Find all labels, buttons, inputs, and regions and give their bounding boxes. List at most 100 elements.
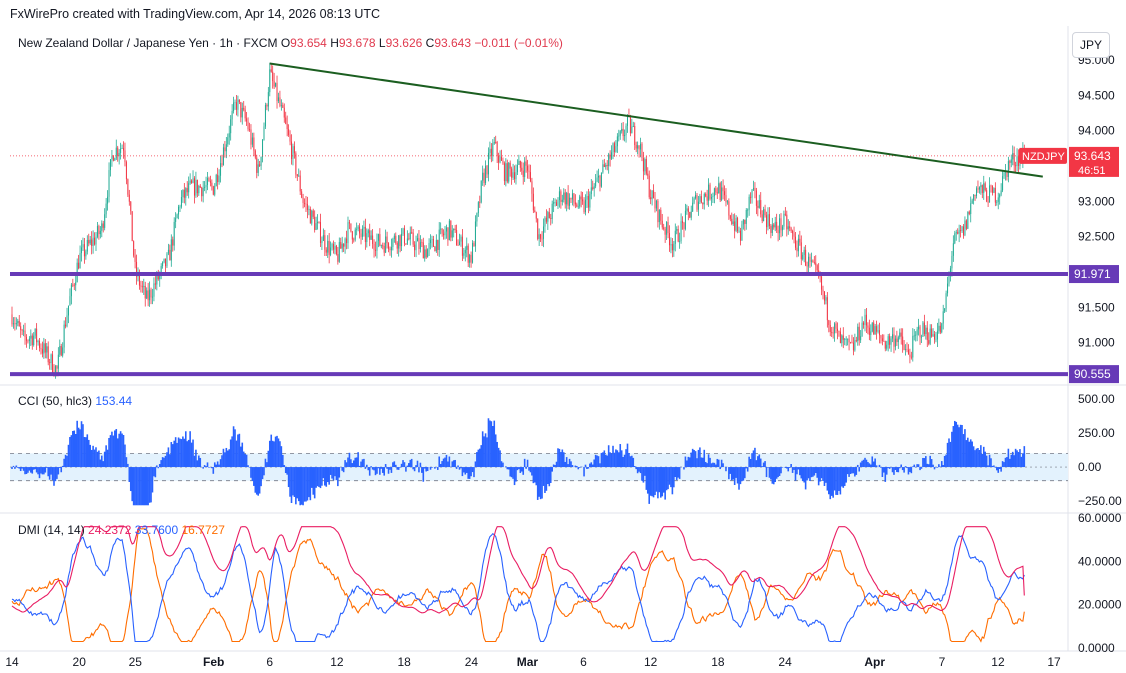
candle-body xyxy=(842,335,844,340)
candle-body xyxy=(296,174,298,177)
candle-body xyxy=(224,147,226,152)
candle-body xyxy=(761,214,763,222)
candle-body xyxy=(367,230,369,234)
candle-body xyxy=(227,137,229,145)
dmi-legend[interactable]: DMI (14, 14) 24.2372 33.7600 16.7727 xyxy=(18,523,225,537)
candle-body xyxy=(690,211,692,218)
candle-body xyxy=(813,262,815,263)
candle-body xyxy=(386,236,388,244)
candle-body xyxy=(78,262,80,269)
cci-legend[interactable]: CCI (50, hlc3) 153.44 xyxy=(18,394,132,408)
candle-body xyxy=(94,237,96,245)
candle-body xyxy=(718,183,720,194)
candle-body xyxy=(1013,153,1015,166)
x-axis-tick-13: Apr xyxy=(864,655,885,669)
candle-body xyxy=(453,228,455,231)
candle-body xyxy=(615,146,617,152)
candle-body xyxy=(228,133,230,138)
candle-body xyxy=(461,236,463,256)
candle-body xyxy=(46,346,48,353)
candle-body xyxy=(458,241,461,246)
candle-body xyxy=(270,69,272,72)
candle-body xyxy=(246,118,248,122)
candle-body xyxy=(600,172,602,187)
candle-body xyxy=(880,335,882,339)
candle-body xyxy=(237,99,239,110)
candle-body xyxy=(622,128,624,137)
candle-body xyxy=(395,235,397,244)
candle-body xyxy=(204,186,206,188)
candle-body xyxy=(495,141,497,143)
candle-body xyxy=(361,228,363,237)
candle-body xyxy=(847,338,849,340)
candle-body xyxy=(1002,176,1004,191)
candle-body xyxy=(356,228,358,230)
candle-body xyxy=(30,335,32,339)
candles-group xyxy=(11,62,1025,379)
candle-body xyxy=(897,337,899,343)
symbol-name[interactable]: New Zealand Dollar / Japanese Yen · 1h ·… xyxy=(18,36,278,50)
candle-body xyxy=(175,218,177,222)
candle-body xyxy=(435,240,437,252)
cci-axis-tick-1: 250.00 xyxy=(1078,426,1115,440)
candle-body xyxy=(567,192,569,206)
currency-button[interactable]: JPY xyxy=(1072,32,1110,58)
candle-body xyxy=(72,284,74,286)
candle-body xyxy=(999,194,1001,198)
candle-body xyxy=(15,323,17,325)
candle-body xyxy=(616,136,618,147)
candle-body xyxy=(41,349,43,354)
candle-body xyxy=(251,137,253,145)
candle-body xyxy=(34,328,36,336)
candle-body xyxy=(335,245,337,255)
candle-body xyxy=(605,164,607,167)
candle-body xyxy=(234,102,236,104)
candle-body xyxy=(822,289,824,292)
candle-body xyxy=(295,153,297,175)
candle-body xyxy=(673,243,675,251)
candle-body xyxy=(44,343,46,353)
candle-body xyxy=(825,297,827,301)
candle-body xyxy=(108,170,110,197)
candle-body xyxy=(899,332,901,338)
candle-body xyxy=(330,247,332,255)
candle-body xyxy=(143,285,145,287)
candle-body xyxy=(56,366,58,369)
candle-body xyxy=(680,221,682,241)
candle-body xyxy=(894,338,896,347)
candle-body xyxy=(167,249,169,254)
candle-body xyxy=(440,228,442,230)
candle-body xyxy=(509,162,511,169)
candle-body xyxy=(760,200,762,215)
candle-body xyxy=(725,195,727,203)
candle-body xyxy=(259,164,261,166)
candle-body xyxy=(464,249,466,254)
candle-body xyxy=(477,202,479,214)
candle-body xyxy=(805,249,807,266)
candle-body xyxy=(315,223,317,230)
candle-body xyxy=(193,178,195,196)
candle-body xyxy=(211,182,213,187)
candle-body xyxy=(298,175,300,177)
candle-body xyxy=(716,192,718,194)
candle-body xyxy=(105,203,107,215)
candle-body xyxy=(215,174,217,187)
candle-body xyxy=(201,187,203,197)
candle-body xyxy=(878,330,880,336)
candle-body xyxy=(189,180,191,184)
candle-body xyxy=(734,221,736,231)
candle-body xyxy=(836,328,838,331)
candle-body xyxy=(757,205,759,208)
candle-body xyxy=(385,236,387,253)
candle-body xyxy=(454,228,456,231)
candle-body xyxy=(876,326,878,332)
close-value: 93.643 xyxy=(434,36,472,50)
candle-body xyxy=(873,322,875,335)
candle-body xyxy=(695,195,697,199)
candle-body xyxy=(416,238,419,242)
candle-body xyxy=(114,158,116,161)
candle-body xyxy=(758,200,760,208)
candle-body xyxy=(783,213,785,227)
candle-body xyxy=(425,249,427,258)
